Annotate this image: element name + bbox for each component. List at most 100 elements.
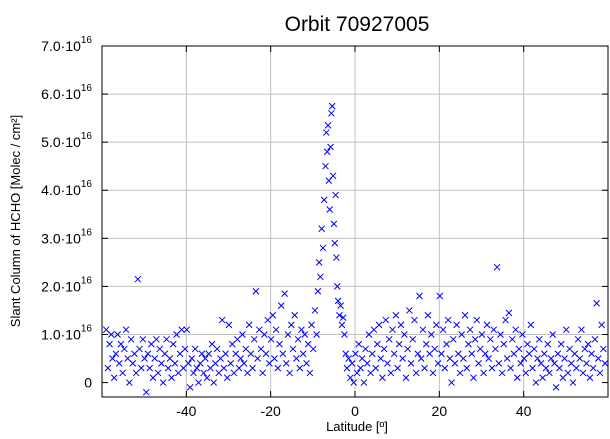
data-point <box>458 331 466 338</box>
data-point <box>245 321 253 329</box>
x-tick-label: 40 <box>516 403 532 419</box>
data-point <box>331 239 339 247</box>
data-point <box>395 340 403 348</box>
y-axis-label: Slant Column of HCHO [Molec / cm²] <box>8 115 23 327</box>
data-point <box>107 331 115 338</box>
data-point <box>306 369 314 377</box>
data-point <box>296 364 304 372</box>
x-tick-label: 20 <box>432 403 448 419</box>
data-point <box>601 359 609 367</box>
data-point <box>158 359 165 367</box>
data-point <box>260 331 268 338</box>
data-point <box>249 364 256 372</box>
data-point <box>456 369 464 377</box>
y-tick-label: 1.0·1016 <box>41 323 92 342</box>
data-point <box>554 350 562 358</box>
data-point <box>547 355 555 362</box>
data-point <box>480 369 487 377</box>
data-point <box>515 345 523 353</box>
data-point <box>294 335 302 343</box>
data-point <box>544 340 552 348</box>
data-point <box>119 369 127 377</box>
data-point <box>193 364 201 372</box>
data-point <box>507 364 514 372</box>
data-point <box>250 335 258 343</box>
data-point <box>223 374 231 382</box>
data-point <box>164 364 172 372</box>
data-point <box>318 225 326 233</box>
data-point <box>114 331 121 338</box>
grid-lines <box>102 45 608 397</box>
data-point <box>581 345 589 353</box>
data-point <box>424 311 432 319</box>
data-point <box>339 314 347 322</box>
data-point <box>117 340 125 348</box>
data-point <box>324 121 332 129</box>
data-point <box>406 307 413 314</box>
data-point <box>589 364 597 372</box>
data-point <box>373 340 381 348</box>
data-point <box>485 355 493 362</box>
data-point <box>120 345 128 353</box>
data-point <box>390 350 398 358</box>
data-point <box>512 326 520 334</box>
y-tick-labels: 0 1.0·1016 2.0·1016 3.0·1016 4.0·1016 5.0·101… <box>41 35 92 391</box>
y-tick-label: 6.0·1016 <box>41 83 92 102</box>
data-point <box>539 374 546 382</box>
data-point <box>465 340 472 348</box>
data-point <box>470 374 477 382</box>
data-point <box>596 369 604 377</box>
data-point <box>129 359 137 367</box>
data-point <box>586 374 594 382</box>
data-point <box>311 307 319 314</box>
data-point <box>284 331 292 338</box>
data-point <box>451 359 459 367</box>
data-point <box>308 321 315 329</box>
data-point <box>137 364 145 372</box>
data-point <box>402 374 410 382</box>
data-point <box>188 355 196 362</box>
data-point <box>360 379 368 386</box>
data-point <box>392 311 400 319</box>
data-point <box>593 299 600 307</box>
data-point <box>269 311 277 319</box>
y-tick-label: 0 <box>84 375 92 391</box>
data-point <box>317 273 324 281</box>
data-point <box>142 388 150 396</box>
y-tick-label: 2.0·1016 <box>41 275 92 294</box>
data-point <box>594 355 602 362</box>
data-point <box>441 364 449 372</box>
data-point <box>328 109 335 117</box>
data-point <box>183 326 191 334</box>
data-point <box>443 340 450 348</box>
data-point <box>115 359 123 367</box>
data-point <box>561 355 568 362</box>
data-point <box>557 340 565 348</box>
data-point <box>213 345 221 353</box>
data-point <box>380 345 388 353</box>
data-point <box>262 350 270 358</box>
data-point <box>281 290 288 297</box>
data-point <box>449 335 457 343</box>
data-point <box>181 345 189 353</box>
data-point <box>279 350 287 358</box>
data-point <box>237 355 245 362</box>
data-point <box>529 364 536 372</box>
data-point <box>463 364 471 372</box>
data-point <box>122 326 130 334</box>
data-point <box>330 220 338 228</box>
data-point <box>355 340 363 348</box>
data-point <box>168 374 175 382</box>
data-point <box>400 331 408 338</box>
data-point <box>552 384 560 391</box>
data-point <box>549 331 557 338</box>
data-point <box>471 335 479 343</box>
data-point <box>421 364 428 372</box>
data-point <box>493 263 501 271</box>
data-point <box>274 364 282 372</box>
data-point <box>591 335 599 343</box>
data-point <box>513 374 521 382</box>
data-point <box>329 172 337 180</box>
data-point <box>524 340 531 348</box>
data-point <box>564 369 572 377</box>
